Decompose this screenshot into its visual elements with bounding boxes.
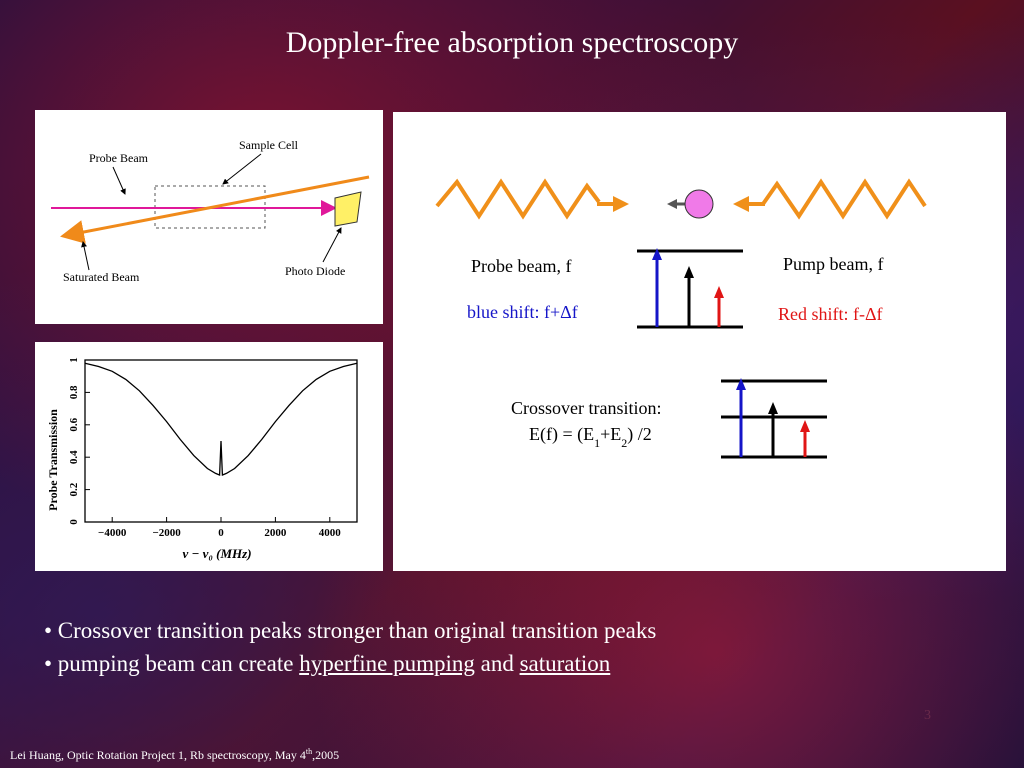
pump-wave (761, 178, 927, 220)
x-tick-label: 2000 (264, 527, 287, 539)
atom-velocity-arrow-icon (667, 199, 677, 209)
probe-beam-label: Probe beam, f (471, 256, 571, 276)
probe-arrow-icon (613, 196, 629, 212)
x-axis-label: ν − ν₀ (MHz) (182, 546, 251, 561)
atom-icon (684, 189, 714, 219)
crossover-formula: E(f) = (E1+E2) /2 (529, 424, 652, 450)
photo-diode-icon (334, 191, 362, 227)
bullet-list: • Crossover transition peaks stronger th… (44, 614, 656, 680)
transmission-graph-panel: −4000 −2000 0 2000 4000 0 0.2 0.4 0.6 0.8 1 Probe … (35, 342, 383, 571)
y-tick-label: 1 (68, 357, 80, 363)
crossover-label: Crossover transition: (511, 398, 662, 418)
footer-credit: Lei Huang, Optic Rotation Project 1, Rb … (10, 747, 340, 762)
slide-number: 3 (924, 708, 931, 723)
y-axis-label: Probe Transmission (46, 409, 60, 511)
x-tick-label: −2000 (152, 527, 181, 539)
y-tick-label: 0.2 (68, 482, 80, 496)
probe-beam-label: Probe Beam (89, 151, 149, 165)
bullet-item-crossover: • Crossover transition peaks stronger th… (44, 618, 657, 643)
x-tick-label: −4000 (98, 527, 127, 539)
y-tick-label: 0 (68, 519, 80, 525)
transmission-chart: −4000 −2000 0 2000 4000 0 0.2 0.4 0.6 0.8 1 Probe … (46, 357, 358, 561)
sample-cell-label: Sample Cell (239, 138, 299, 152)
probe-wave (435, 178, 601, 220)
pump-arrow-icon (733, 196, 749, 212)
y-tick-label: 0.8 (68, 385, 80, 399)
bullet-item-pumping: • pumping beam can create hyperfine pump… (44, 651, 611, 676)
x-tick-label: 0 (218, 527, 224, 539)
saturated-beam-label: Saturated Beam (63, 270, 140, 284)
hyperfine-pumping-link[interactable]: hyperfine pumping (299, 651, 475, 676)
photo-diode-label: Photo Diode (285, 264, 345, 278)
setup-diagram: Probe Beam Sample Cell Saturated Beam Ph… (51, 138, 370, 284)
saturated-beam-line (60, 175, 370, 244)
energy-level-diagram: Probe beam, f Pump beam, f blue shift: f… (435, 178, 927, 459)
saturation-link[interactable]: saturation (519, 651, 611, 676)
energy-level-diagram-panel: Probe beam, f Pump beam, f blue shift: f… (393, 112, 1006, 571)
x-tick-label: 4000 (319, 527, 342, 539)
chart-frame (84, 359, 358, 523)
pump-beam-label: Pump beam, f (783, 254, 884, 274)
setup-diagram-panel: Probe Beam Sample Cell Saturated Beam Ph… (35, 110, 383, 324)
y-tick-label: 0.4 (68, 450, 80, 464)
y-tick-label: 0.6 (68, 417, 80, 431)
transmission-curve (84, 362, 358, 476)
red-shift-label: Red shift: f-Δf (778, 304, 883, 324)
slide-title: Doppler-free absorption spectroscopy (285, 26, 739, 59)
blue-shift-label: blue shift: f+Δf (467, 302, 578, 322)
